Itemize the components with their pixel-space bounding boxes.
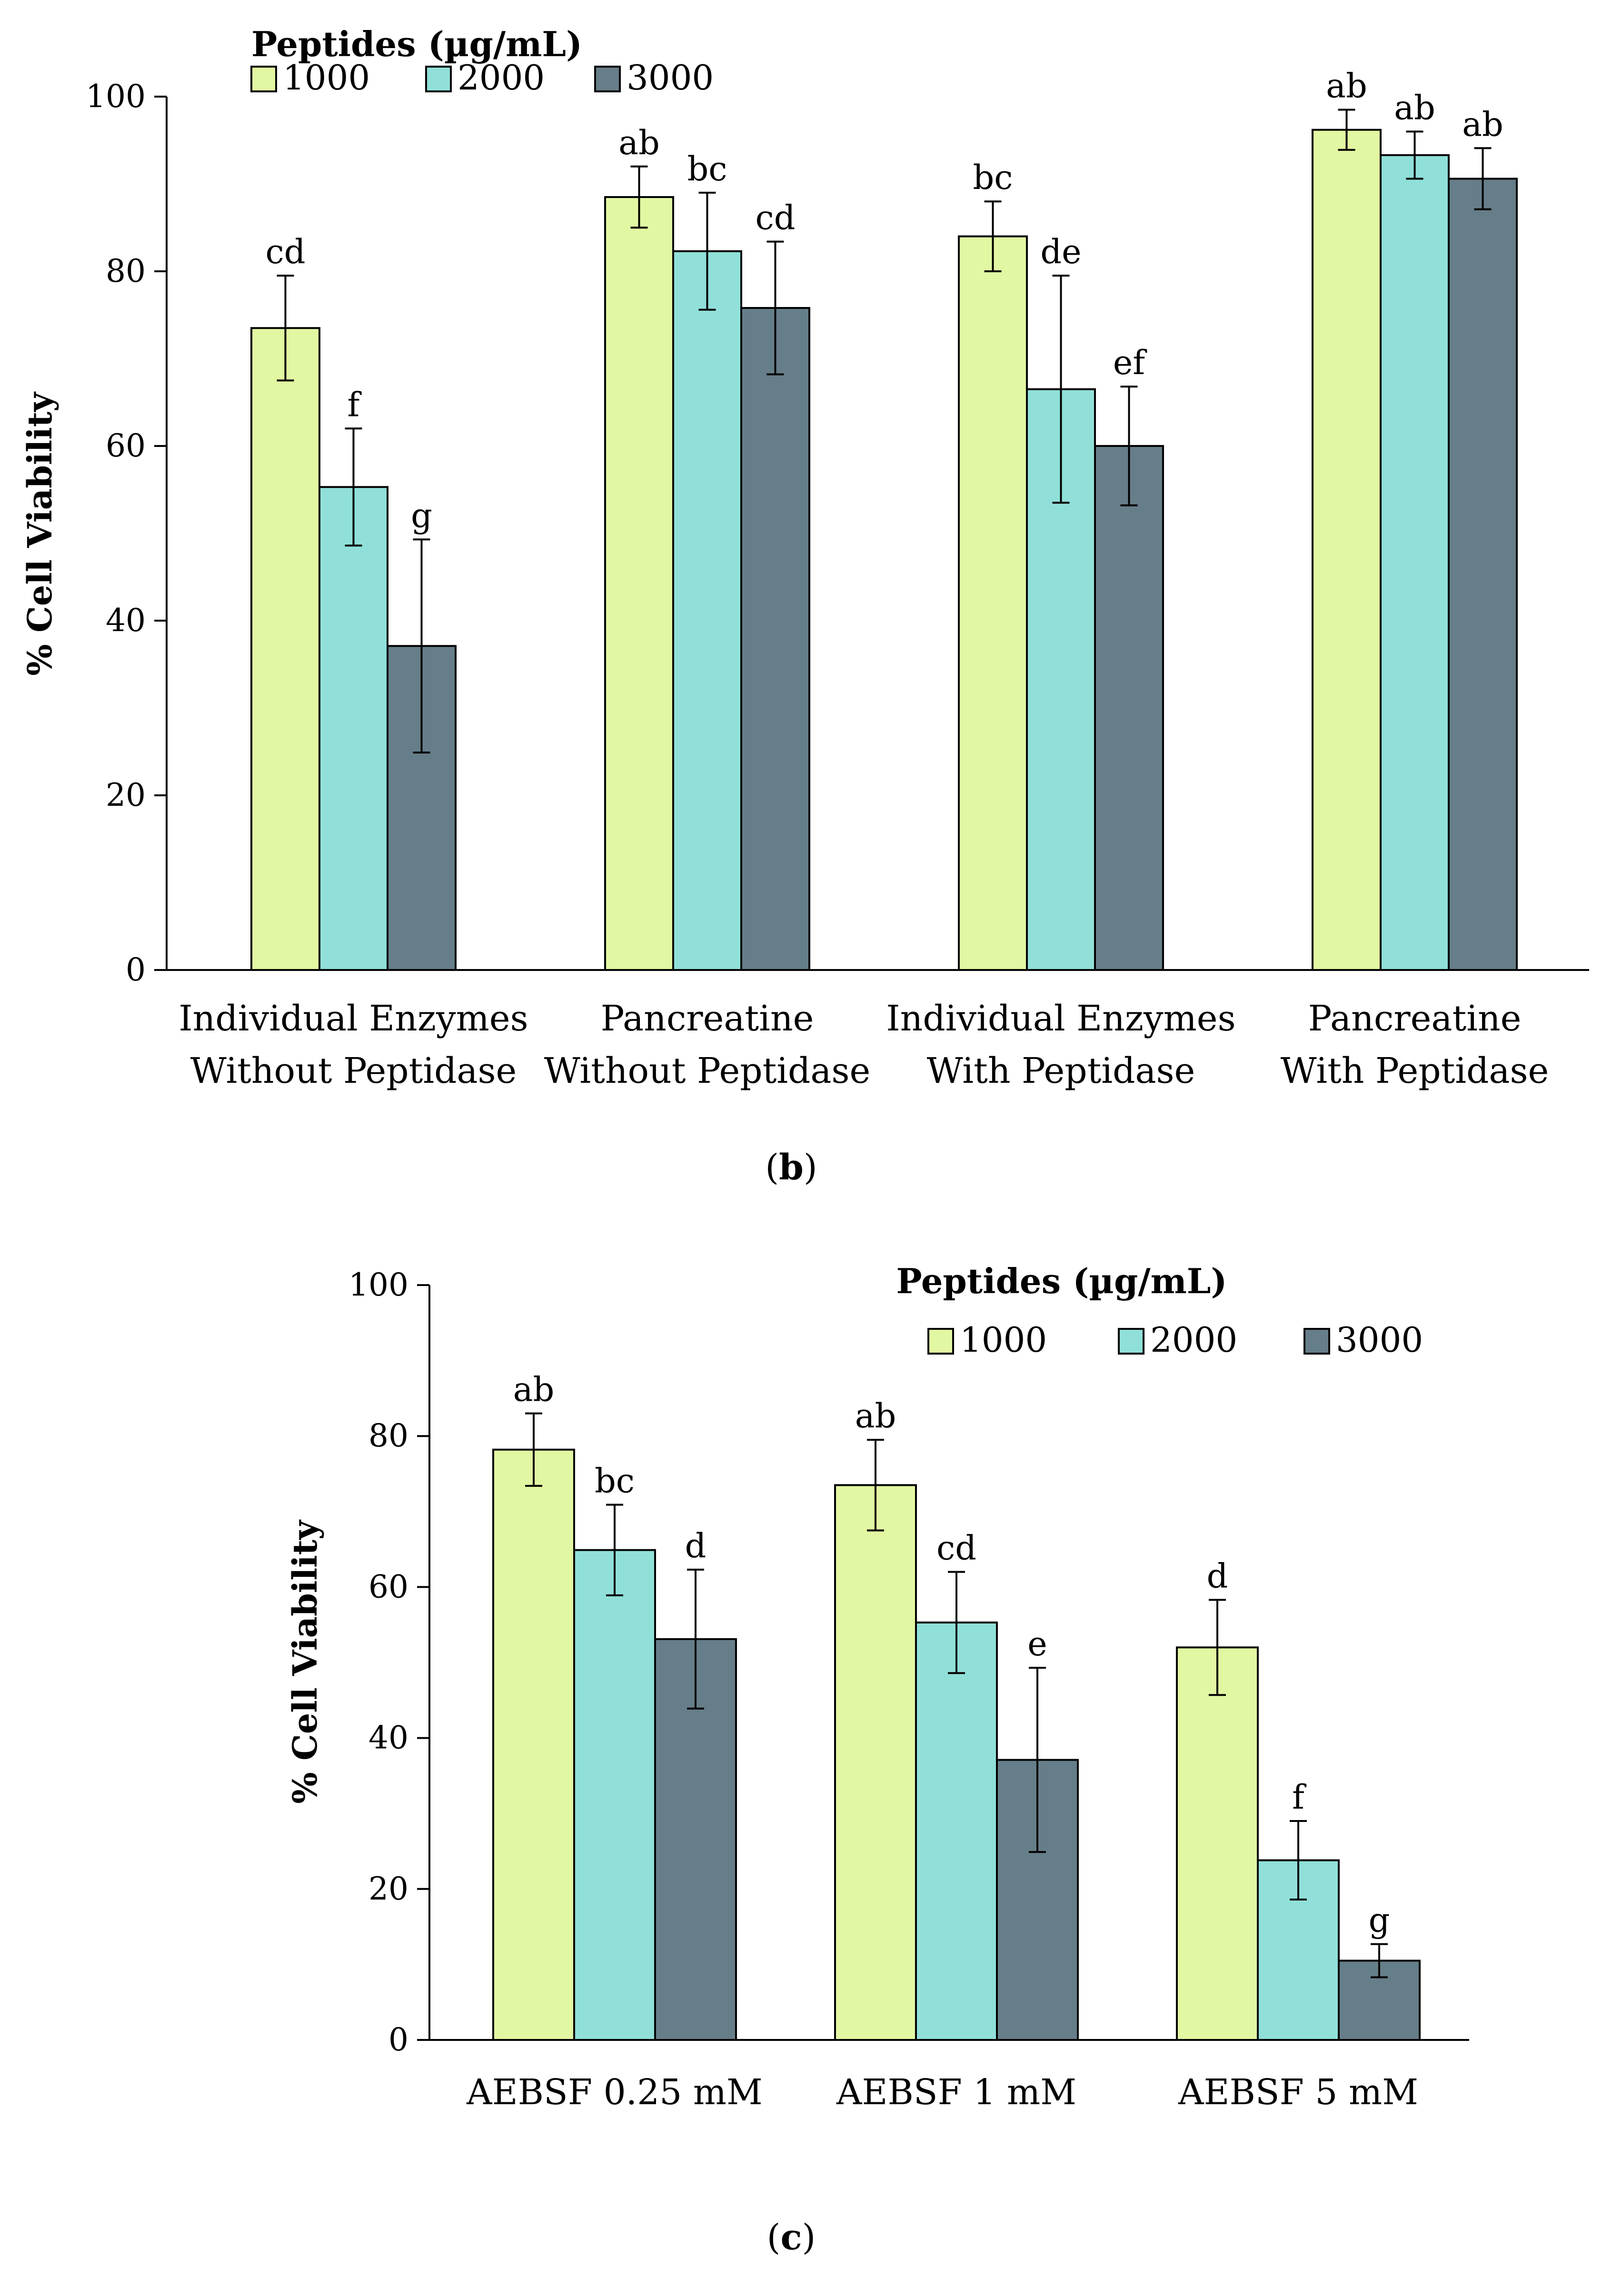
legend-label-2000: 2000: [458, 58, 545, 98]
legend-swatch-3000: [594, 66, 621, 92]
significance-label: cd: [265, 232, 305, 271]
y-tick-label: 40: [106, 602, 146, 639]
bar-1000-group-3: [958, 235, 1028, 971]
bar-3000-group-2: [740, 307, 810, 971]
significance-label: cd: [755, 198, 795, 238]
y-tick-label: 80: [368, 1417, 408, 1454]
significance-label: bc: [973, 158, 1013, 197]
legend-label-1000: 1000: [960, 1320, 1047, 1360]
category-label: Without Peptidase: [190, 1050, 517, 1091]
category-label: With Peptidase: [1281, 1050, 1549, 1091]
significance-label: ab: [1394, 88, 1435, 127]
y-tick-label: 100: [348, 1267, 408, 1303]
significance-label: g: [1369, 1901, 1390, 1940]
significance-label: e: [1027, 1624, 1047, 1663]
panel-label-letter: c: [780, 2217, 802, 2258]
y-tick-label: 0: [126, 951, 146, 988]
significance-label: f: [348, 385, 362, 424]
significance-label: ab: [513, 1370, 555, 1409]
category-label: AEBSF 5 mM: [1178, 2072, 1418, 2113]
significance-label: de: [1040, 232, 1081, 271]
panel-label-letter: b: [779, 1147, 804, 1188]
y-tick-label: 20: [106, 777, 146, 813]
y-axis-label: % Cell Viability: [20, 391, 60, 676]
bar-3000-group-3: [1094, 445, 1164, 971]
y-tick-label: 60: [106, 427, 146, 464]
significance-label: ef: [1113, 343, 1147, 382]
bar-1000-group-2: [834, 1484, 917, 2041]
bar-1000-group-4: [1312, 129, 1382, 971]
significance-label: d: [685, 1526, 706, 1565]
bar-2000-group-1: [573, 1549, 656, 2041]
legend-title: Peptides (µg/mL): [251, 24, 582, 64]
significance-label: ab: [855, 1396, 896, 1435]
category-label: Pancreatine: [1308, 998, 1522, 1039]
bar-1000-group-3: [1176, 1646, 1259, 2041]
significance-label: ab: [1462, 105, 1503, 144]
bar-1000-group-1: [492, 1448, 575, 2041]
y-tick-label: 60: [368, 1568, 408, 1605]
category-label: Individual Enzymes: [179, 998, 528, 1039]
legend-swatch-2000: [1118, 1328, 1144, 1355]
legend-label-2000: 2000: [1150, 1320, 1237, 1360]
y-tick-label: 80: [106, 253, 146, 289]
legend-label-3000: 3000: [627, 58, 714, 98]
legend-swatch-1000: [250, 66, 277, 92]
bar-1000-group-2: [604, 196, 674, 971]
category-label: Individual Enzymes: [886, 998, 1235, 1039]
bar-2000-group-2: [915, 1621, 998, 2041]
category-label: AEBSF 1 mM: [836, 2072, 1076, 2113]
y-tick-label: 0: [388, 2021, 408, 2058]
chart-panel-b: 0 20 40 60 80 100 % Cell Viability cd f g Individu…: [20, 24, 1589, 1188]
y-axis-label: % Cell Viability: [285, 1519, 325, 1804]
significance-label: g: [411, 496, 432, 535]
panel-label: (c): [767, 2217, 816, 2258]
bar-1000-group-1: [250, 327, 320, 971]
significance-label: ab: [618, 123, 660, 162]
significance-label: bc: [595, 1462, 635, 1501]
legend-swatch-1000: [927, 1328, 954, 1355]
significance-label: ab: [1326, 67, 1367, 106]
legend-swatch-2000: [425, 66, 452, 92]
category-label: Pancreatine: [601, 998, 814, 1039]
bar-2000-group-1: [318, 486, 388, 971]
y-tick-label: 40: [368, 1720, 408, 1756]
legend-label-1000: 1000: [283, 58, 370, 98]
y-tick-label: 100: [86, 78, 146, 115]
bar-2000-group-4: [1380, 154, 1450, 971]
legend-label-3000: 3000: [1336, 1320, 1423, 1360]
category-label: Without Peptidase: [544, 1050, 871, 1091]
chart-panel-c: 0 20 40 60 80 100 % Cell Viability ab bc d AEBSF 0…: [285, 1261, 1469, 2258]
y-tick-label: 20: [368, 1870, 408, 1907]
category-label: With Peptidase: [927, 1050, 1195, 1091]
bar-2000-group-2: [672, 250, 742, 971]
legend-swatch-3000: [1304, 1328, 1330, 1355]
legend-title: Peptides (µg/mL): [896, 1261, 1227, 1301]
significance-label: cd: [936, 1529, 976, 1568]
bar-3000-group-4: [1448, 178, 1518, 971]
significance-label: bc: [687, 149, 727, 188]
category-label: AEBSF 0.25 mM: [466, 2072, 763, 2113]
significance-label: f: [1292, 1778, 1307, 1817]
significance-label: d: [1207, 1556, 1228, 1595]
panel-label: (b): [765, 1147, 817, 1188]
